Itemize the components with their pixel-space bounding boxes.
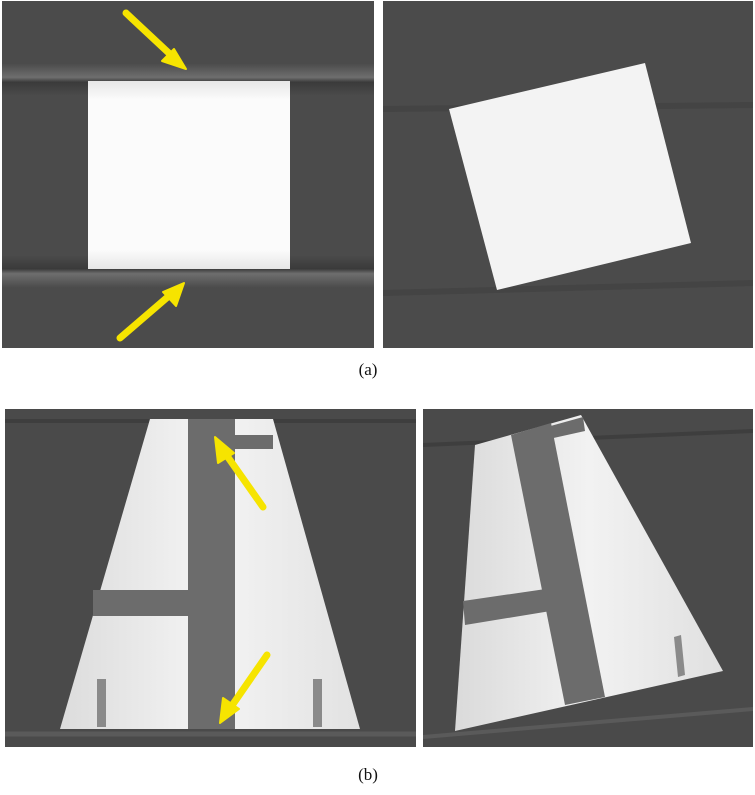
square-phantom bbox=[88, 81, 290, 269]
vertical-bar bbox=[188, 419, 235, 729]
rotated-square-phantom bbox=[449, 63, 691, 290]
caption-a: (a) bbox=[358, 360, 378, 379]
caption-b: (b) bbox=[358, 765, 378, 784]
rotated-cone-phantom bbox=[455, 415, 723, 731]
arrow-icon bbox=[214, 436, 267, 511]
vertical-bar bbox=[511, 423, 605, 705]
panel-b-left bbox=[5, 409, 416, 747]
panel-a-right bbox=[383, 1, 753, 348]
arrow-icon bbox=[219, 651, 271, 724]
horizontal-bar bbox=[93, 590, 235, 616]
arrow-icon bbox=[122, 9, 187, 70]
panel-b-right bbox=[423, 409, 753, 747]
panel-a-left bbox=[2, 1, 374, 348]
horizontal-bar bbox=[463, 585, 575, 625]
arrow-icon bbox=[116, 282, 185, 342]
